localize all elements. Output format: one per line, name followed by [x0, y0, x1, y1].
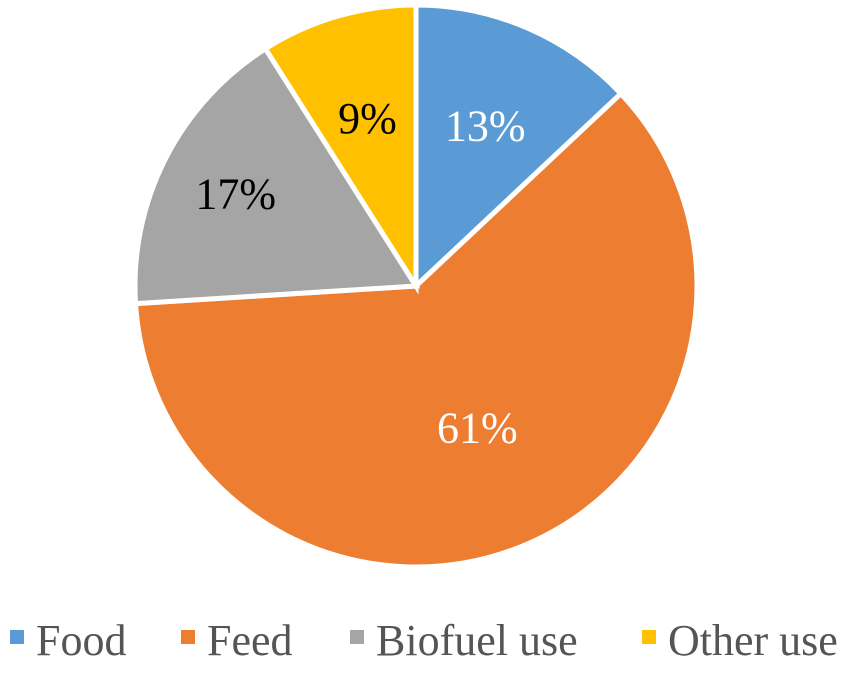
legend-label-food: Food [36, 616, 126, 665]
legend-entry-other-use: Other use [642, 616, 838, 665]
pie-slice-feed [132, 90, 700, 570]
legend-entry-biofuel-use: Biofuel use [350, 616, 578, 665]
legend-entry-feed: Feed [181, 616, 293, 665]
data-label-feed: 61% [437, 403, 518, 452]
legend-marker-food [10, 630, 24, 644]
legend: Food Feed Biofuel use Other use [10, 616, 838, 665]
pie-slice-other-use [261, 2, 419, 295]
pie-data-labels: 13% 61% 17% 9% [195, 94, 525, 452]
legend-label-other-use: Other use [668, 616, 838, 665]
legend-marker-other-use [642, 630, 656, 644]
data-label-other-use: 9% [338, 94, 397, 143]
pie-slices [132, 2, 700, 570]
legend-marker-feed [181, 630, 195, 644]
legend-label-biofuel-use: Biofuel use [376, 616, 578, 665]
pie-slice-food [413, 2, 625, 292]
legend-entry-food: Food [10, 616, 126, 665]
legend-marker-biofuel-use [350, 630, 364, 644]
data-label-food: 13% [445, 102, 526, 151]
data-label-biofuel-use: 17% [195, 170, 276, 219]
pie-slice-biofuel-use [132, 45, 421, 307]
legend-label-feed: Feed [207, 616, 293, 665]
